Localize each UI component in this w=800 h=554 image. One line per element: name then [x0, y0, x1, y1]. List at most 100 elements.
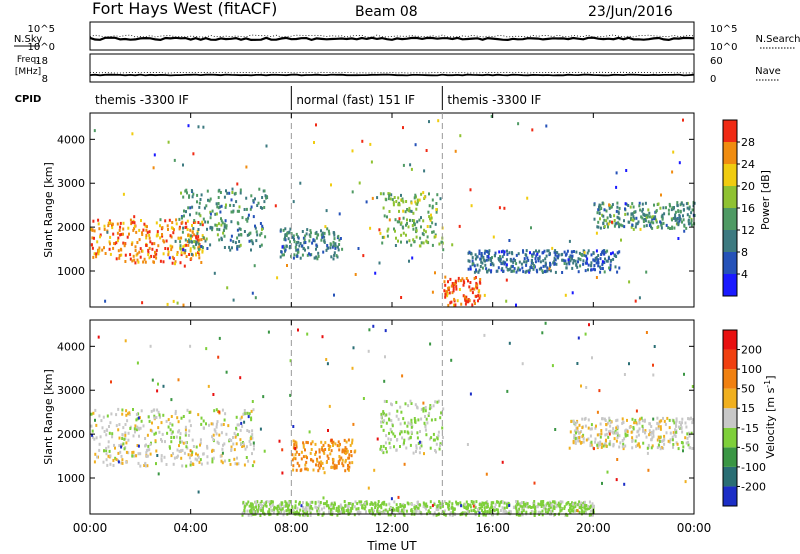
data-point-1272 [690, 211, 693, 215]
data-point-971 [373, 503, 375, 507]
colorbar-tick-label-4: 20 [741, 180, 755, 193]
data-point-5 [105, 458, 108, 462]
data-point-473 [264, 235, 267, 239]
data-point-621 [410, 425, 413, 429]
data-point-1521 [639, 227, 642, 231]
data-point-1740 [641, 424, 644, 428]
data-point-757 [519, 502, 522, 506]
data-point-1064 [259, 503, 262, 507]
data-point-989 [575, 503, 578, 507]
data-point-243 [99, 435, 102, 439]
data-point-283 [236, 228, 239, 232]
data-point-1419 [291, 505, 294, 509]
data-point-853 [478, 507, 481, 511]
data-point-307 [117, 428, 120, 432]
data-point-15 [171, 221, 174, 224]
data-point-1143 [393, 500, 396, 504]
data-point-239 [199, 438, 202, 442]
data-point-405 [236, 209, 239, 213]
data-point-1709 [612, 444, 615, 448]
data-point-249 [190, 257, 193, 261]
data-point-1 [162, 413, 165, 417]
data-point-803 [465, 295, 468, 299]
data-point-606 [316, 257, 319, 261]
data-point-711 [386, 234, 389, 238]
colorbar-tick-label-5: -50 [741, 441, 759, 454]
data-point-1396 [665, 223, 668, 227]
data-point-196 [121, 458, 124, 462]
data-point-1453 [491, 513, 494, 517]
data-point-1085 [468, 259, 471, 263]
data-point-1153 [332, 503, 335, 507]
data-point-1403 [657, 202, 660, 206]
data-point-464 [331, 465, 333, 469]
data-point-621 [293, 253, 296, 257]
data-point-193 [133, 221, 136, 225]
data-point-1476 [567, 508, 570, 512]
data-point-1045 [248, 504, 251, 508]
data-point-1601 [315, 123, 317, 127]
data-point-903 [508, 251, 511, 255]
data-point-68 [176, 253, 179, 256]
data-point-541 [283, 246, 286, 250]
data-point-92 [144, 260, 147, 264]
data-point-175 [154, 431, 157, 435]
data-point-1017 [359, 511, 362, 515]
noise-right-tick-bottom: 10^0 [710, 42, 737, 53]
data-point-401 [229, 248, 232, 252]
data-point-136 [132, 434, 135, 438]
data-point-1307 [582, 502, 585, 506]
data-point-1297 [542, 503, 545, 507]
data-point-130 [157, 426, 160, 430]
data-point-1238 [606, 222, 609, 226]
data-point-199 [195, 445, 198, 449]
data-point-665 [390, 419, 393, 423]
data-point-253 [195, 252, 197, 256]
data-point-543 [393, 445, 395, 449]
data-point-303 [189, 234, 192, 238]
data-point-983 [355, 507, 358, 511]
data-point-1736 [686, 432, 689, 436]
data-point-1041 [601, 263, 604, 267]
data-point-1402 [639, 208, 642, 212]
data-point-439 [316, 459, 319, 463]
data-point-421 [304, 448, 306, 452]
data-point-554 [293, 238, 295, 241]
data-point-1320 [580, 506, 583, 510]
data-point-1317 [478, 503, 481, 507]
data-point-1460 [598, 205, 600, 209]
data-point-29 [253, 460, 256, 464]
x-tick-label-5: 20:00 [576, 521, 611, 535]
data-point-1474 [191, 205, 194, 209]
data-point-1945 [137, 416, 140, 420]
data-point-1452 [264, 503, 267, 507]
data-point-452 [251, 240, 254, 244]
data-point-313 [200, 422, 203, 426]
data-point-629 [309, 229, 312, 233]
data-point-580 [385, 400, 388, 403]
data-point-384 [205, 204, 208, 208]
data-point-1219 [471, 256, 474, 260]
data-point-1486 [122, 192, 125, 196]
data-point-1350 [348, 502, 351, 505]
data-point-1564 [131, 132, 134, 136]
data-point-467 [348, 461, 351, 465]
data-point-330 [134, 430, 136, 434]
data-point-689 [395, 448, 398, 452]
data-point-1037 [524, 253, 527, 257]
data-point-1265 [688, 207, 691, 211]
data-point-577 [407, 421, 410, 425]
data-point-1482 [362, 254, 365, 258]
data-point-699 [515, 513, 518, 517]
data-point-94 [121, 461, 124, 465]
data-point-268 [153, 416, 156, 420]
data-point-1962 [151, 378, 154, 382]
data-point-1588 [470, 204, 473, 208]
data-point-236 [219, 454, 222, 458]
data-point-819 [460, 279, 462, 283]
data-point-782 [465, 277, 468, 280]
data-point-737 [441, 240, 443, 244]
data-point-1499 [452, 510, 454, 514]
x-tick-label-2: 08:00 [274, 521, 309, 535]
data-point-1841 [221, 451, 224, 455]
